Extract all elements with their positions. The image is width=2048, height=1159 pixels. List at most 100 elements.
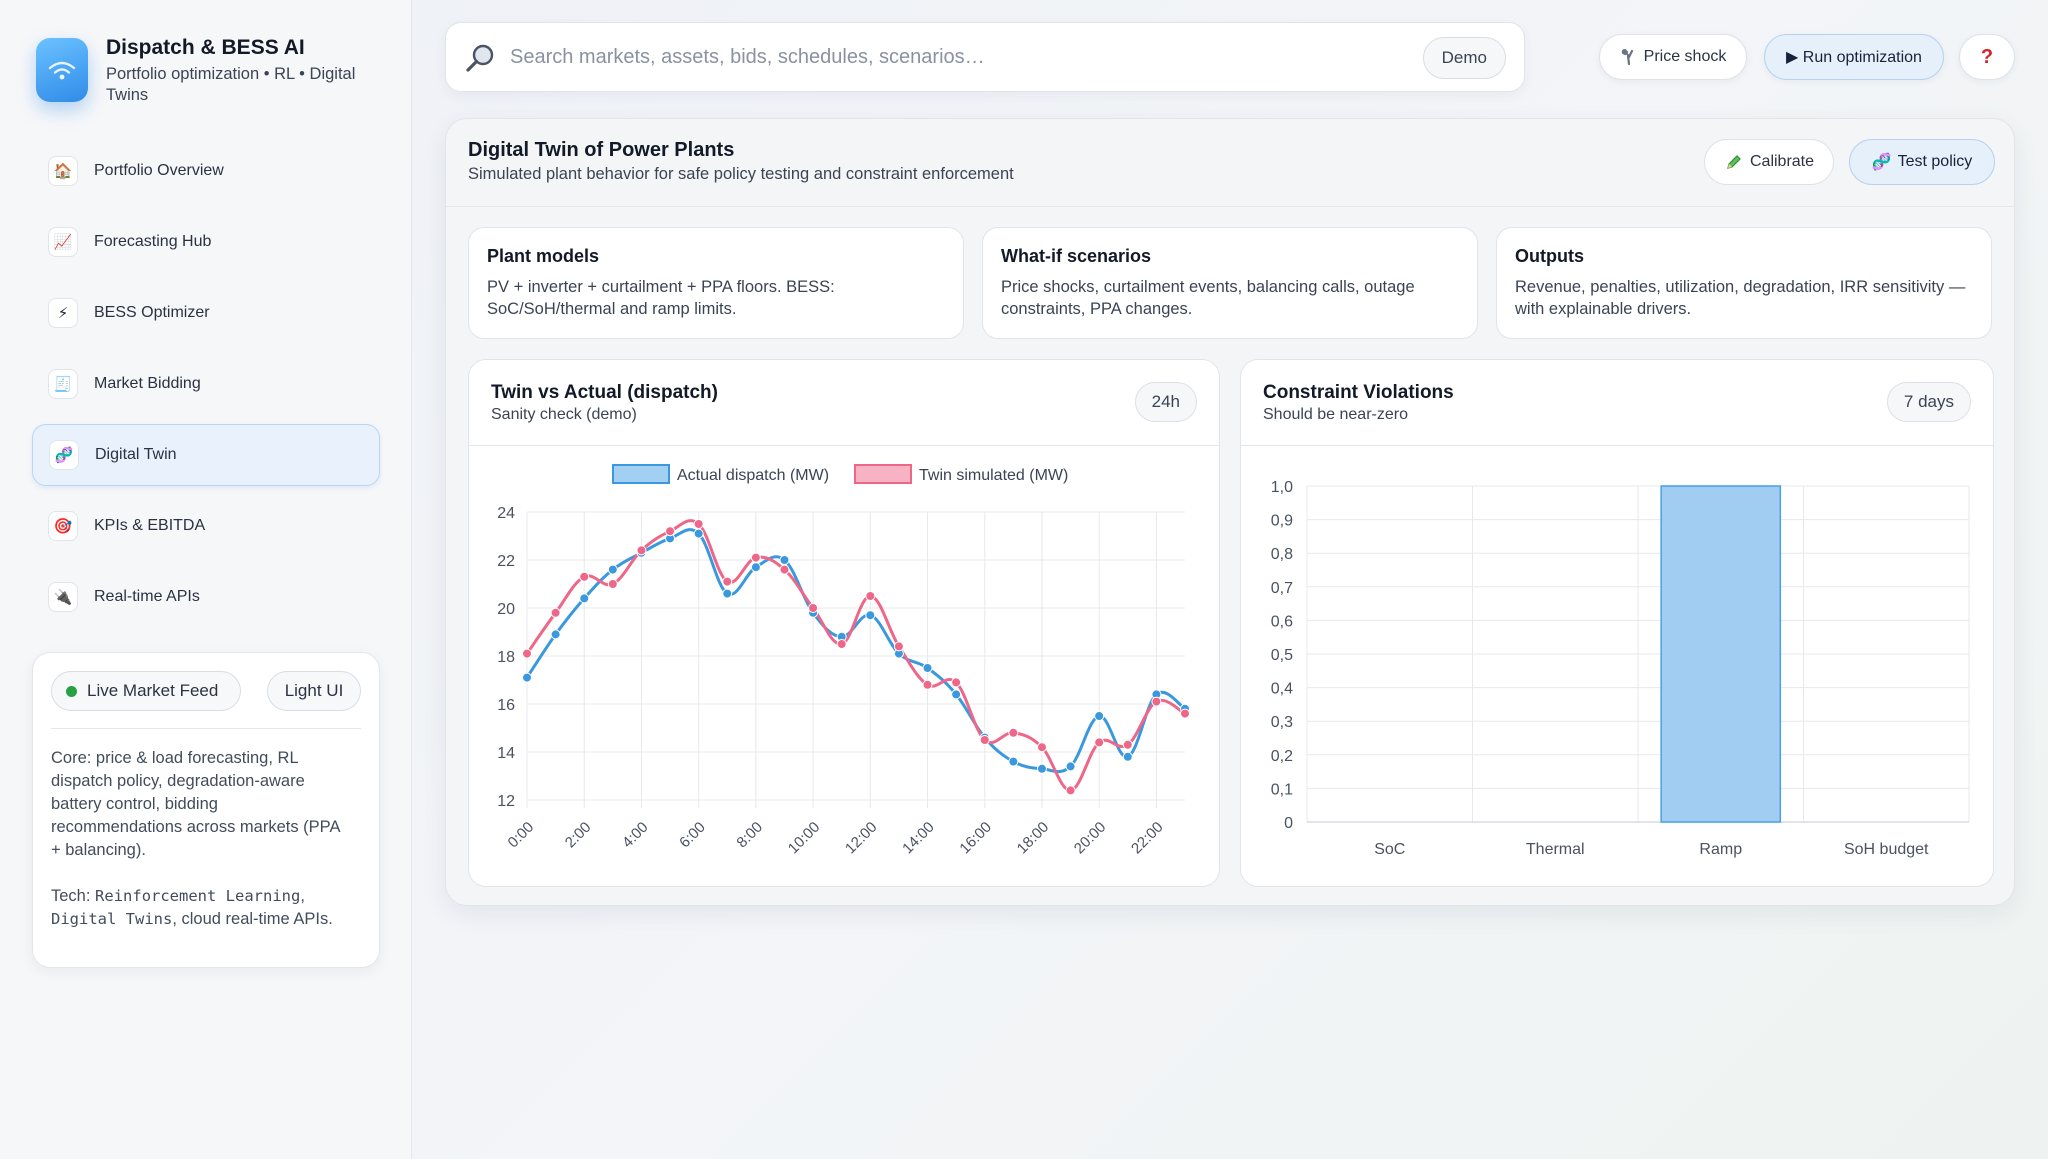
x-tick-label: 20:00	[1071, 819, 1110, 858]
sidebar-item-label: KPIs & EBITDA	[94, 517, 206, 534]
price-shock-label: Price shock	[1643, 48, 1727, 65]
pencil-icon	[1727, 155, 1741, 169]
range-badge[interactable]: 7 days	[1886, 382, 1971, 422]
data-point	[893, 641, 904, 652]
chart-header: Constraint Violations Should be near-zer…	[1241, 360, 1993, 446]
live-market-feed-pill[interactable]: Live Market Feed	[51, 671, 241, 711]
bar	[1660, 485, 1782, 823]
x-tick-label: 16:00	[956, 819, 995, 858]
data-point	[693, 519, 704, 529]
home-icon: 🏠	[48, 156, 78, 186]
data-point	[750, 552, 761, 563]
dna-icon: 🧬	[1871, 154, 1892, 171]
test-policy-button[interactable]: 🧬 Test policy	[1849, 139, 1995, 185]
x-tick-label: 12:00	[842, 819, 881, 858]
data-point	[1065, 761, 1076, 772]
x-tick-label: 0:00	[505, 819, 538, 852]
dna-icon: 🧬	[49, 440, 79, 470]
x-tick-label: 4:00	[619, 819, 652, 852]
y-tick-label: 0,9	[1271, 513, 1293, 530]
data-point	[779, 564, 790, 575]
constraint-violations-card: Constraint Violations Should be near-zer…	[1240, 359, 1994, 887]
search-input[interactable]	[510, 37, 1330, 77]
y-tick-label: 0,8	[1271, 546, 1293, 563]
sidebar-item-real-time-apis[interactable]: 🔌 Real-time APIs	[32, 566, 380, 628]
y-tick-label: 16	[497, 697, 515, 714]
panel-header: Digital Twin of Power Plants Simulated p…	[446, 119, 2014, 207]
card-text: PV + inverter + curtailment + PPA floors…	[487, 278, 835, 318]
y-tick-label: 0,5	[1271, 647, 1293, 664]
x-tick-label: 2:00	[562, 819, 595, 852]
chart-up-icon: 📈	[48, 227, 78, 257]
y-tick-label: 20	[497, 601, 515, 618]
data-point	[1094, 711, 1105, 721]
tech-description: Tech: Reinforcement Learning, Digital Tw…	[51, 885, 361, 931]
data-point	[665, 526, 676, 537]
chart-subtitle: Sanity check (demo)	[491, 406, 637, 423]
calibrate-button[interactable]: Calibrate	[1704, 139, 1834, 185]
y-tick-label: 22	[497, 553, 515, 570]
sidebar-item-label: Portfolio Overview	[94, 162, 224, 179]
x-tick-label: 6:00	[676, 819, 709, 852]
data-point	[922, 663, 933, 673]
theme-toggle[interactable]: Light UI	[267, 671, 361, 711]
chart-subtitle: Should be near-zero	[1263, 406, 1408, 423]
sidebar-item-bess-optimizer[interactable]: ⚡ BESS Optimizer	[32, 282, 380, 344]
chart-title: Twin vs Actual (dispatch)	[491, 382, 718, 403]
tech-digital-twins: Digital Twins	[51, 910, 173, 928]
plant-models-card: Plant models PV + inverter + curtailment…	[468, 227, 964, 339]
page-title: Digital Twin of Power Plants	[468, 139, 735, 161]
card-text: Revenue, penalties, utilization, degrada…	[1515, 278, 1966, 318]
brand: Dispatch & BESS AI Portfolio optimizatio…	[36, 36, 396, 116]
sidebar-item-forecasting-hub[interactable]: 📈 Forecasting Hub	[32, 211, 380, 273]
card-title: Outputs	[1515, 246, 1584, 266]
search-bar: Demo	[445, 22, 1525, 92]
x-tick-label: 18:00	[1014, 819, 1053, 858]
data-point	[865, 610, 876, 621]
price-shock-button[interactable]: Price shock	[1599, 34, 1747, 80]
chart-title: Constraint Violations	[1263, 382, 1454, 403]
data-point	[1008, 756, 1019, 767]
data-point	[1008, 727, 1019, 738]
chart-header: Twin vs Actual (dispatch) Sanity check (…	[469, 360, 1219, 446]
data-point	[693, 528, 704, 539]
tech-separator: ,	[300, 887, 305, 905]
data-point	[808, 603, 819, 613]
x-tick-label: 14:00	[899, 819, 938, 858]
twin-vs-actual-card: Twin vs Actual (dispatch) Sanity check (…	[468, 359, 1220, 887]
data-point	[750, 562, 761, 573]
data-point	[722, 576, 733, 587]
x-tick-label: Ramp	[1699, 841, 1742, 858]
data-point	[1094, 737, 1105, 748]
x-tick-label: Thermal	[1526, 841, 1585, 858]
target-icon: 🎯	[48, 511, 78, 541]
sidebar-item-label: Forecasting Hub	[94, 233, 212, 250]
range-badge[interactable]: 24h	[1134, 382, 1197, 422]
run-optimization-button[interactable]: ▶ Run optimization	[1764, 34, 1944, 80]
demo-badge: Demo	[1422, 37, 1506, 79]
data-point	[1180, 708, 1190, 719]
y-tick-label: 0,6	[1271, 613, 1293, 630]
sidebar-item-market-bidding[interactable]: 🧾 Market Bidding	[32, 353, 380, 415]
x-tick-label: 22:00	[1128, 819, 1167, 858]
sidebar-item-digital-twin[interactable]: 🧬 Digital Twin	[32, 424, 380, 486]
y-tick-label: 0	[1284, 815, 1293, 832]
help-button[interactable]: ?	[1959, 34, 2015, 80]
legend-label-twin: Twin simulated (MW)	[919, 467, 1068, 484]
data-point	[550, 629, 561, 640]
page-subtitle: Simulated plant behavior for safe policy…	[468, 165, 1014, 183]
data-point	[979, 735, 990, 745]
y-tick-label: 0,4	[1271, 681, 1293, 698]
x-tick-label: 8:00	[733, 819, 766, 852]
sidebar-item-kpis-ebitda[interactable]: 🎯 KPIs & EBITDA	[32, 495, 380, 557]
data-point	[1036, 763, 1047, 774]
data-point	[522, 648, 532, 659]
sidebar-item-portfolio-overview[interactable]: 🏠 Portfolio Overview	[32, 140, 380, 202]
y-tick-label: 0,7	[1271, 580, 1293, 597]
outputs-card: Outputs Revenue, penalties, utilization,…	[1496, 227, 1992, 339]
data-point	[1036, 742, 1047, 753]
sidebar-item-label: Digital Twin	[95, 446, 177, 463]
status-dot-icon	[66, 685, 77, 697]
wrench-icon	[1621, 48, 1633, 66]
y-tick-label: 1,0	[1271, 479, 1293, 496]
